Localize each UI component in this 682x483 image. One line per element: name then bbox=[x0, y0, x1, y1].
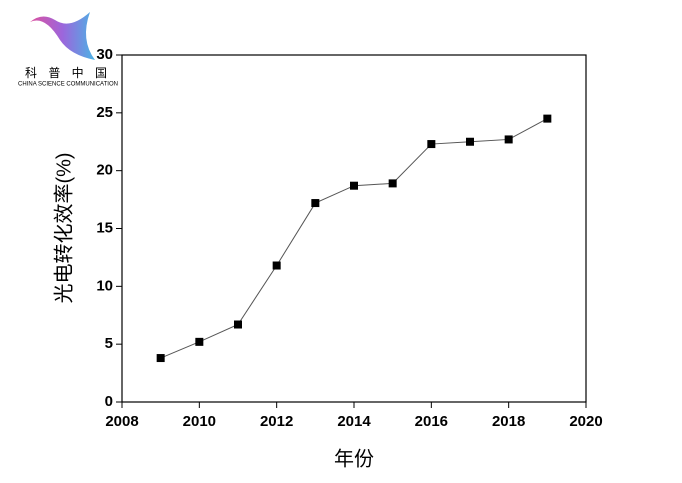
point bbox=[156, 354, 165, 363]
x-tick-label: 2010 bbox=[183, 413, 216, 430]
point bbox=[427, 140, 436, 149]
y-tick-label: 5 bbox=[105, 335, 113, 352]
y-tick-label: 25 bbox=[96, 104, 113, 121]
y-tick-label: 0 bbox=[105, 393, 113, 410]
x-tick-label: 2020 bbox=[569, 413, 602, 430]
y-tick-label: 10 bbox=[96, 277, 113, 294]
point bbox=[311, 199, 320, 208]
x-axis-title: 年份 bbox=[334, 447, 374, 470]
point bbox=[272, 261, 281, 270]
logo: 科 普 中 国 CHINA SCIENCE COMMUNICATION bbox=[18, 12, 118, 88]
y-axis-title: 光电转化效率(%) bbox=[52, 152, 75, 303]
point bbox=[504, 135, 513, 144]
y-tick-label: 20 bbox=[96, 162, 113, 179]
line bbox=[160, 118, 548, 359]
point bbox=[388, 179, 397, 188]
y-tick-label: 30 bbox=[96, 46, 113, 63]
logo-title: 科 普 中 国 bbox=[25, 65, 111, 80]
point bbox=[350, 181, 358, 190]
point bbox=[543, 114, 552, 123]
x-tick-label: 2014 bbox=[337, 413, 371, 430]
logo-subtitle: CHINA SCIENCE COMMUNICATION bbox=[18, 82, 118, 88]
x-tick-label: 2008 bbox=[105, 413, 138, 430]
x-tick-label: 2018 bbox=[492, 413, 525, 430]
x-tick-label: 2016 bbox=[415, 413, 448, 430]
x-tick-label: 2012 bbox=[260, 413, 293, 430]
point bbox=[234, 320, 242, 329]
plot-frame bbox=[121, 54, 587, 403]
y-tick-label: 15 bbox=[96, 219, 113, 236]
point bbox=[195, 337, 204, 346]
point bbox=[466, 137, 474, 146]
logo-mark bbox=[30, 12, 95, 60]
